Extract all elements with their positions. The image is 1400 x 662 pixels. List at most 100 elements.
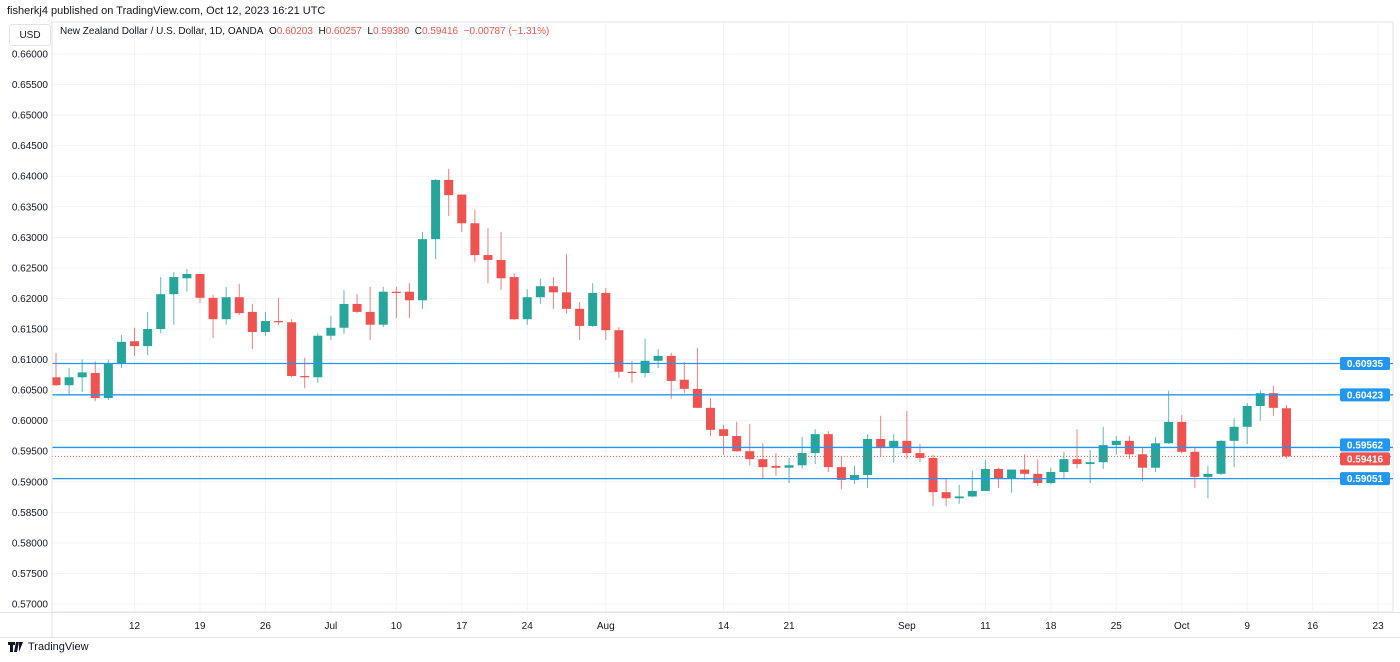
candle-body [954, 496, 964, 499]
candle-down [391, 286, 401, 318]
candle-down [247, 303, 257, 350]
candle-up [522, 289, 532, 325]
candle-down [614, 327, 624, 378]
candle-body [234, 297, 244, 314]
candle-up [1059, 451, 1069, 479]
open-label: O [268, 26, 277, 37]
candle-body [548, 286, 558, 293]
candle-down [404, 283, 414, 318]
candle-body [313, 335, 323, 378]
y-tick-label: 0.61500 [12, 325, 49, 336]
y-tick-label: 0.58500 [12, 508, 49, 519]
candle-body [1177, 421, 1187, 452]
candle-body [614, 330, 624, 372]
candle-body [823, 434, 833, 468]
level-label: 0.59051 [1347, 474, 1384, 485]
candle-up [156, 277, 166, 334]
candle-body [771, 465, 781, 468]
candle-body [732, 435, 742, 452]
brand-label: TradingView [28, 641, 89, 653]
candle-body [588, 292, 598, 326]
candle-up [1242, 402, 1252, 444]
candle-up [640, 338, 650, 378]
candle-down [51, 352, 61, 386]
candle-body [103, 363, 113, 399]
candle-down [1137, 446, 1147, 482]
candle-body [431, 179, 441, 240]
candle-body [300, 376, 310, 378]
candle-body [679, 379, 689, 389]
candle-body [64, 377, 74, 386]
candle-up [169, 272, 179, 325]
x-tick-label: 12 [129, 621, 141, 632]
candle-down [1072, 429, 1082, 469]
candle-up [313, 333, 323, 383]
candle-up [1085, 450, 1095, 483]
candle-down [706, 398, 715, 436]
level-label: 0.59562 [1347, 440, 1384, 451]
candle-body [980, 468, 990, 491]
candle-body [287, 322, 297, 377]
candle-down [679, 362, 689, 394]
candle-down [234, 283, 244, 315]
publish-info: fisherkj4 published on TradingView.com, … [7, 5, 326, 17]
candle-up [103, 359, 113, 400]
candle-body [653, 355, 663, 361]
candle-down [876, 415, 886, 457]
tradingview-logo-icon [8, 642, 23, 652]
high-label: H [318, 26, 326, 37]
candle-body [562, 292, 572, 309]
currency-button[interactable]: USD [9, 24, 51, 46]
candle-up [849, 465, 859, 485]
candle-down [287, 319, 297, 378]
candle-up [378, 286, 388, 328]
candle-body [1137, 454, 1147, 468]
candle-up [221, 286, 231, 325]
y-tick-label: 0.62500 [12, 263, 49, 274]
candle-body [535, 286, 545, 298]
y-tick-label: 0.60000 [12, 416, 49, 427]
candle-down [352, 294, 362, 314]
candle-body [130, 341, 140, 347]
open-value: 0.60203 [276, 26, 313, 37]
candle-body [1268, 393, 1278, 408]
candle-down [444, 168, 454, 216]
candle-body [90, 373, 100, 399]
candle-down [836, 456, 846, 490]
candle-down [1281, 404, 1291, 459]
candle-body [692, 388, 702, 408]
candle-body [706, 407, 715, 430]
candle-body [274, 321, 284, 323]
candle-up [1007, 469, 1017, 493]
candle-down [274, 297, 284, 325]
y-tick-label: 0.60500 [12, 386, 49, 397]
level-badge [1340, 438, 1390, 452]
x-tick-label: Oct [1174, 621, 1190, 632]
candle-up [1255, 390, 1265, 421]
candle-up [954, 484, 964, 504]
tradingview-logo[interactable]: TradingView [8, 641, 89, 653]
candle-down [470, 209, 480, 262]
candle-body [993, 468, 1003, 479]
candle-body [470, 223, 480, 256]
candle-up [260, 311, 270, 336]
symbol-legend: New Zealand Dollar / U.S. Dollar, 1D, OA… [60, 26, 549, 37]
candle-body [967, 490, 977, 497]
candle-body [575, 308, 585, 326]
candle-body [496, 259, 506, 279]
candle-down [195, 274, 205, 303]
x-tick-label: 19 [194, 621, 206, 632]
candle-body [260, 321, 270, 333]
candle-down [666, 352, 676, 399]
candle-body [208, 297, 218, 320]
candle-body [719, 429, 729, 436]
candle-down [483, 228, 493, 284]
candle-up [1164, 390, 1174, 444]
x-tick-label: Aug [597, 621, 615, 632]
candle-body [404, 291, 414, 301]
candle-up [143, 311, 153, 356]
candle-body [1151, 443, 1161, 468]
x-tick-label: Jul [324, 621, 337, 632]
candle-down [509, 273, 519, 320]
